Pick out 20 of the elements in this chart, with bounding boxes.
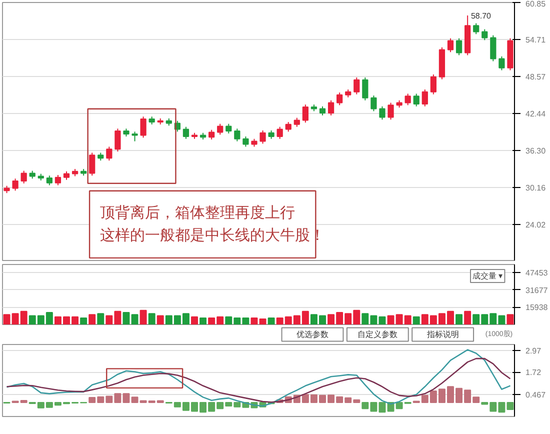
y-tick-label: 30.16 — [526, 183, 546, 192]
y-tick-label: 48.57 — [526, 72, 546, 82]
text: 优选参数 — [296, 330, 328, 339]
y-tick-label: 15938 — [526, 303, 548, 312]
y-tick-label: 42.44 — [526, 109, 546, 118]
annotation: 58.70 — [470, 11, 492, 20]
y-tick-label: 47453 — [526, 268, 548, 278]
y-tick-label: 2.97 — [526, 346, 542, 356]
y-tick-label: 54.71 — [526, 35, 546, 44]
annotation: 这样的一般都是中长线的大牛股！ — [100, 227, 325, 244]
y-tick-label: 24.02 — [526, 220, 546, 230]
annotation: 顶背离后，箱体整理再度上行 — [100, 204, 295, 222]
y-tick-label: 1.72 — [526, 368, 542, 378]
y-tick-label: 60.85 — [526, 0, 546, 8]
text: 指标说明 — [426, 330, 459, 339]
annotation: 成交量 ▾ — [472, 272, 503, 280]
text: 自定义参数 — [358, 330, 398, 339]
y-tick-label: 0.467 — [526, 390, 546, 400]
y-tick-label: 36.30 — [526, 146, 546, 156]
y-tick-label: 31677 — [526, 286, 548, 295]
